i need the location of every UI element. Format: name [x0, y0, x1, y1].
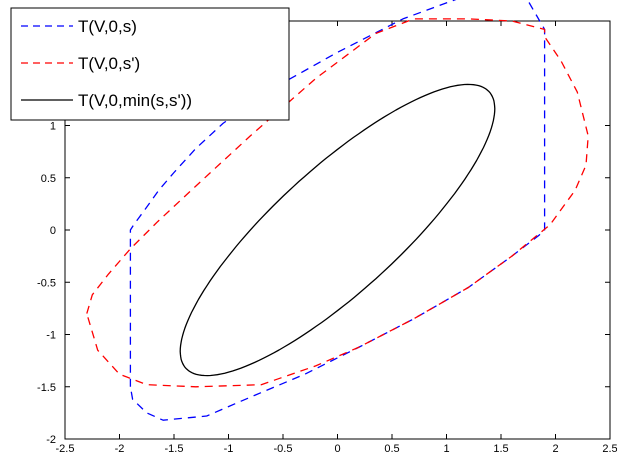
axis-ticks: -2.5 -2 -1.5 -1 -0.5 0 0.5 1 1.5 2 2.5-2-1.5-1-0.5… — [37, 21, 617, 455]
series-line-1 — [86, 18, 589, 388]
x-tick-label: 2.5 — [602, 443, 617, 455]
x-tick-label: -1.5 — [165, 443, 184, 455]
y-tick-label: -2 — [46, 434, 56, 446]
legend-label-1: T(V,0,s') — [78, 54, 140, 73]
x-tick-label: 0.5 — [384, 443, 399, 455]
x-tick-label: 1.5 — [493, 443, 508, 455]
x-tick-label: 0 — [334, 443, 340, 455]
x-tick-label: -1 — [224, 443, 234, 455]
y-tick-label: -0.5 — [37, 277, 56, 289]
x-tick-label: 2 — [552, 443, 558, 455]
y-tick-label: 0.5 — [41, 173, 56, 185]
legend-label-2: T(V,0,min(s,s')) — [78, 91, 192, 110]
y-tick-label: 0 — [50, 225, 56, 237]
x-tick-label: 1 — [443, 443, 449, 455]
legend-box — [10, 7, 290, 121]
legend-label-0: T(V,0,s) — [78, 17, 137, 36]
series-line-0 — [129, 0, 546, 421]
y-tick-label: -1 — [46, 330, 56, 342]
plot-lines — [86, 0, 589, 421]
x-tick-label: -2.5 — [56, 443, 75, 455]
x-tick-label: -0.5 — [274, 443, 293, 455]
series-line-2 — [179, 83, 496, 377]
y-tick-label: -1.5 — [37, 382, 56, 394]
legend: T(V,0,s) T(V,0,s') T(V,0,min(s,s')) — [10, 7, 290, 121]
y-tick-label: 1 — [50, 121, 56, 133]
x-tick-label: -2 — [115, 443, 125, 455]
